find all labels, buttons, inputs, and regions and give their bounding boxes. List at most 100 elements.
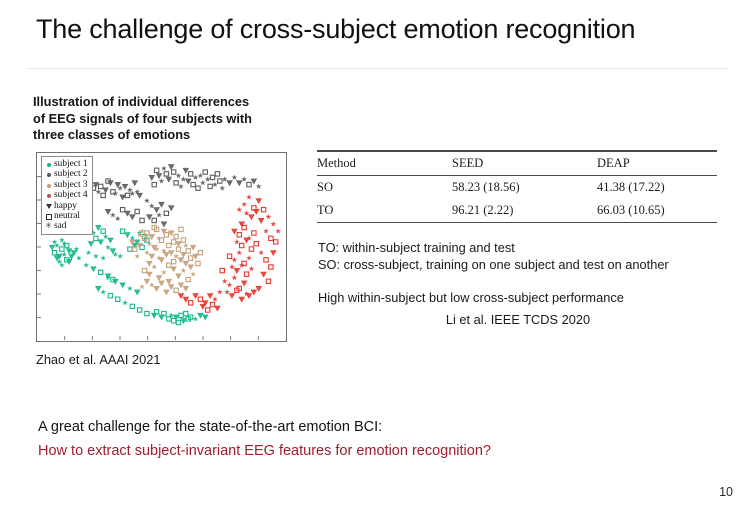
scatter-marker xyxy=(270,221,277,227)
table-bottom-rule-row xyxy=(317,222,717,223)
scatter-marker xyxy=(197,172,204,179)
scatter-marker xyxy=(87,241,95,248)
scatter-marker xyxy=(170,318,177,324)
cell-method: SO xyxy=(317,175,452,199)
scatter-marker xyxy=(134,253,141,259)
scatter-marker xyxy=(170,169,177,175)
scatter-marker xyxy=(175,241,182,248)
scatter-marker xyxy=(160,228,168,235)
scatter-marker xyxy=(224,289,230,295)
scatter-marker xyxy=(95,225,102,231)
scatter-marker xyxy=(102,187,109,194)
scatter-marker xyxy=(185,248,191,254)
scatter-marker xyxy=(241,176,247,182)
scatter-marker xyxy=(151,224,157,231)
scatter-marker xyxy=(219,267,225,274)
scatter-marker xyxy=(275,228,281,234)
scatter-marker xyxy=(177,257,185,264)
scatter-marker xyxy=(245,293,253,300)
scatter-marker xyxy=(163,289,170,296)
scatter-marker xyxy=(173,253,179,259)
scatter-marker xyxy=(219,185,226,191)
scatter-marker xyxy=(136,192,143,199)
scatter-marker xyxy=(258,249,264,256)
scatter-marker xyxy=(134,188,141,195)
scatter-marker xyxy=(201,314,209,321)
scatter-marker xyxy=(190,271,196,277)
scatter-marker xyxy=(167,164,175,171)
scatter-marker xyxy=(129,235,136,241)
legend-item-subject-1: subject 1 xyxy=(44,159,88,169)
scatter-marker xyxy=(238,221,245,228)
note-so-definition: SO: cross-subject, training on one subje… xyxy=(318,257,669,272)
column-header-seed: SEED xyxy=(452,150,597,176)
scatter-marker xyxy=(204,307,211,313)
legend-label: subject 3 xyxy=(54,179,88,190)
legend-label: sad xyxy=(54,221,67,232)
scatter-marker xyxy=(217,289,223,295)
scatter-marker xyxy=(76,255,82,261)
scatter-marker xyxy=(141,267,148,274)
legend-label: subject 2 xyxy=(54,169,88,180)
scatter-marker xyxy=(146,214,153,221)
scatter-marker xyxy=(144,249,150,256)
scatter-marker xyxy=(248,265,255,272)
scatter-marker xyxy=(163,171,170,177)
scatter-marker xyxy=(151,181,157,188)
scatter-marker xyxy=(114,215,121,222)
scatter-marker xyxy=(182,296,190,303)
cell-deap: 66.03 (10.65) xyxy=(597,203,665,217)
scatter-marker xyxy=(236,206,243,213)
scatter-marker xyxy=(119,228,126,234)
axis-tick-marks xyxy=(37,176,259,341)
scatter-marker xyxy=(141,235,148,242)
scatter-marker xyxy=(129,303,136,310)
scatter-marker xyxy=(177,293,185,300)
scatter-marker xyxy=(173,233,179,240)
scatter-marker xyxy=(68,253,75,260)
scatter-marker xyxy=(182,286,190,292)
scatter-marker xyxy=(112,251,119,257)
scatter-marker xyxy=(153,207,160,214)
scatter-marker xyxy=(148,234,156,240)
scatter-marker xyxy=(59,262,65,268)
scatter-marker xyxy=(105,274,111,281)
square-open-icon xyxy=(44,211,53,221)
scatter-marker xyxy=(131,180,139,187)
scatter-marker xyxy=(175,273,182,280)
scatter-marker xyxy=(180,237,187,243)
scatter-marker xyxy=(155,275,163,282)
scatter-marker xyxy=(51,249,58,256)
scatter-marker xyxy=(156,212,162,218)
scatter-marker xyxy=(136,307,143,313)
page-number: 10 xyxy=(719,485,733,499)
scatter-marker xyxy=(263,228,269,234)
scatter-marker xyxy=(63,242,70,249)
scatter-marker xyxy=(163,232,170,238)
table-citation: Li et al. IEEE TCDS 2020 xyxy=(445,312,591,327)
scatter-marker xyxy=(197,312,204,319)
scatter-marker xyxy=(160,221,168,228)
cell-method: TO xyxy=(317,203,334,217)
figure-caption-line-3: three classes of emotions xyxy=(33,127,191,142)
scatter-marker xyxy=(233,268,241,274)
scatter-marker xyxy=(59,246,65,252)
scatter-marker xyxy=(182,167,190,174)
scatter-marker xyxy=(187,264,194,271)
scatter-marker xyxy=(192,253,199,260)
scatter-marker xyxy=(151,217,157,224)
scatter-marker xyxy=(260,271,267,278)
scatter-marker xyxy=(132,246,138,252)
scatter-marker xyxy=(119,282,126,289)
scatter-marker xyxy=(212,181,218,188)
scatter-marker xyxy=(201,300,209,307)
scatter-marker xyxy=(170,258,177,265)
scatter-marker xyxy=(107,292,114,299)
scatter-marker xyxy=(226,281,233,288)
scatter-marker xyxy=(93,235,99,242)
column-header-method: Method xyxy=(317,150,452,176)
scatter-marker xyxy=(117,185,124,191)
scatter-marker xyxy=(150,244,158,251)
scatter-marker xyxy=(238,262,245,268)
scatter-marker xyxy=(144,230,150,236)
